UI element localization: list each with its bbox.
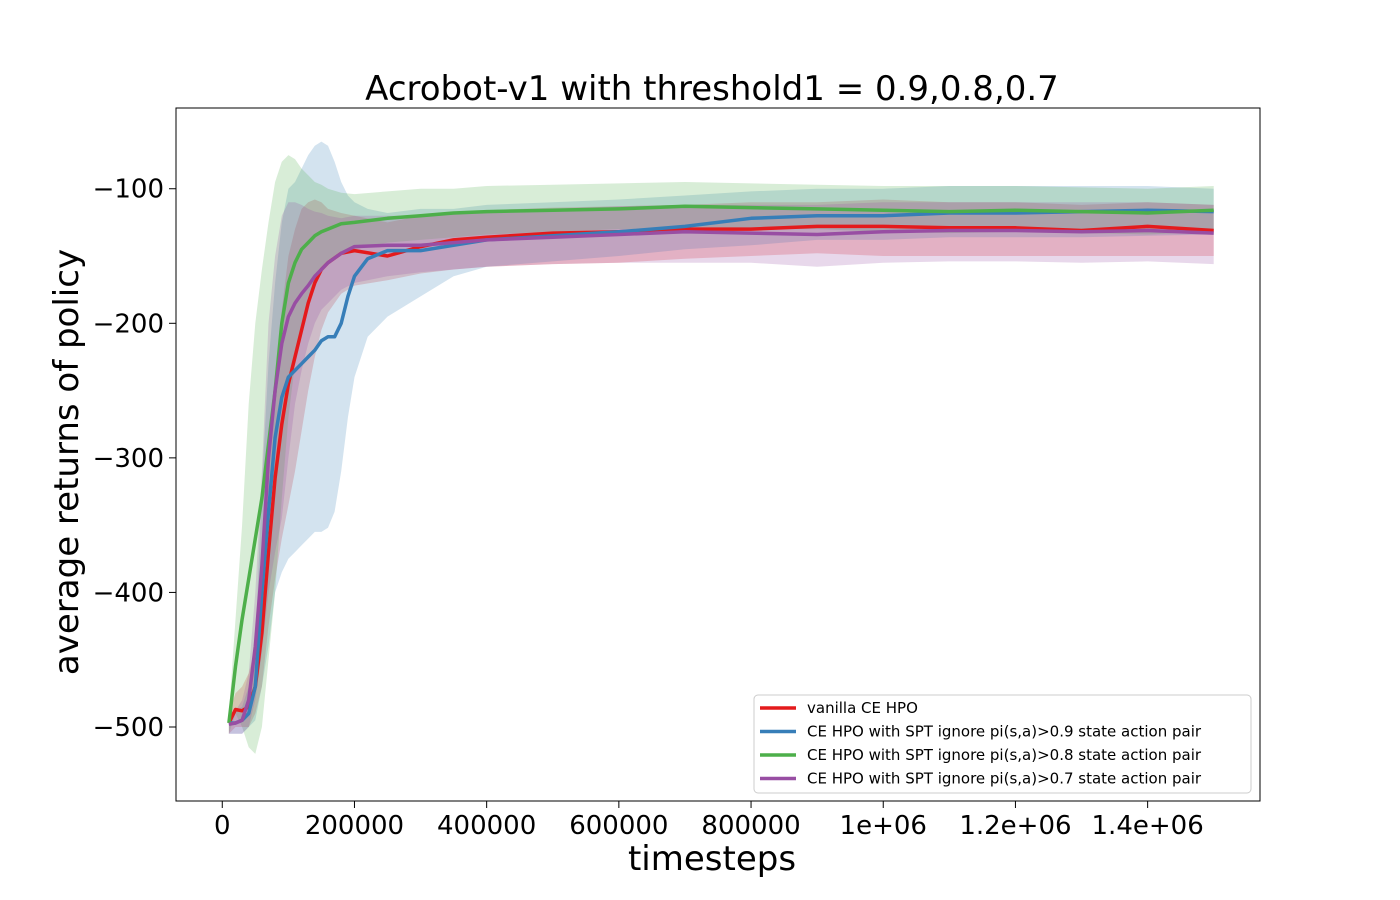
x-tick-label: 400000 (437, 811, 536, 841)
series-lines (227, 204, 1214, 727)
legend-label: vanilla CE HPO (807, 699, 918, 717)
line-series-2 (228, 208, 1214, 725)
band-series-2 (228, 141, 1214, 734)
y-tick-label: −300 (93, 444, 164, 474)
chart-title: Acrobot-v1 with threshold1 = 0.9,0.8,0.7 (365, 69, 1059, 109)
x-axis-ticks: 0 200000 400000 600000 800000 1e+06 1.2e+06 1.4… (214, 801, 1204, 841)
band-series-3 (228, 155, 1214, 754)
band-series-4 (228, 202, 1214, 734)
y-tick-label: −100 (93, 175, 164, 205)
x-tick-label: 0 (214, 811, 231, 841)
x-tick-label: 1.4e+06 (1092, 811, 1204, 841)
x-tick-label: 600000 (569, 811, 668, 841)
legend-label: CE HPO with SPT ignore pi(s,a)>0.8 state… (807, 746, 1202, 764)
x-tick-label: 200000 (305, 811, 404, 841)
y-axis-label: average returns of policy (47, 249, 87, 675)
y-axis-ticks: −100 −200 −300 −400 −500 (93, 175, 176, 743)
legend: vanilla CE HPO CE HPO with SPT ignore pi(… (753, 694, 1252, 794)
x-tick-label: 1.2e+06 (959, 811, 1071, 841)
y-tick-label: −200 (93, 309, 164, 339)
x-tick-label: 800000 (701, 811, 800, 841)
y-tick-label: −400 (93, 578, 164, 608)
line-series-3 (227, 204, 1214, 724)
x-axis-label: timesteps (628, 839, 796, 879)
legend-label: CE HPO with SPT ignore pi(s,a)>0.9 state… (807, 723, 1202, 741)
band-series-1 (228, 199, 1214, 734)
x-tick-label: 1e+06 (840, 811, 927, 841)
plot-frame (175, 107, 1261, 802)
confidence-bands (228, 141, 1214, 754)
legend-label: CE HPO with SPT ignore pi(s,a)>0.7 state… (807, 770, 1202, 788)
y-tick-label: −500 (93, 713, 164, 743)
line-series-4 (228, 228, 1214, 727)
legend-box (753, 694, 1252, 794)
